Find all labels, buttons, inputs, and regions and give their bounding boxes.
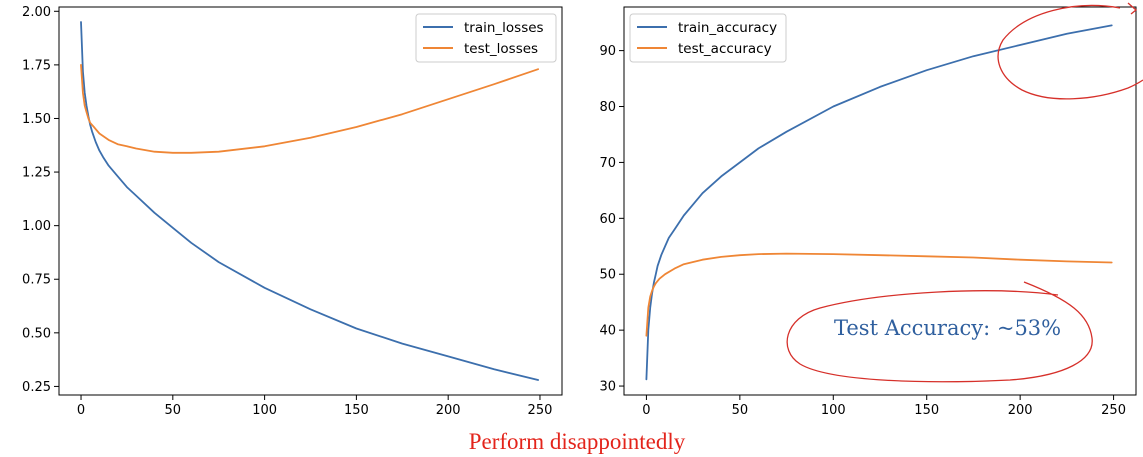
loss-y-tick-label: 0.25 [22, 380, 51, 395]
accuracy-y-tick-label: 90 [599, 44, 616, 59]
test-accuracy-line [645, 252, 1113, 337]
train-losses-line [80, 21, 539, 381]
loss-y-tick-label: 1.25 [22, 166, 51, 181]
accuracy-y-tick-label: 70 [599, 156, 616, 171]
test-losses-line [80, 64, 539, 154]
loss-y-tick-label: 2.00 [22, 5, 51, 20]
legend-label-test-accuracy: test_accuracy [678, 41, 772, 57]
legend-label-test-losses: test_losses [464, 41, 538, 57]
accuracy-x-tick-label: 150 [914, 403, 939, 418]
test-accuracy-annotation: Test Accuracy: ~53% [834, 316, 1061, 340]
accuracy-chart: 0 50 100 150 200 250 30 40 50 60 70 80 90 train_accu… [599, 6, 1137, 418]
loss-x-tick-label: 200 [436, 403, 461, 418]
accuracy-x-tick-label: 200 [1008, 403, 1033, 418]
accuracy-chart-legend: train_accuracy test_accuracy [629, 13, 787, 63]
accuracy-y-tick-label: 40 [599, 324, 616, 339]
loss-x-tick-label: 0 [77, 403, 85, 418]
hand-annotations: Test Accuracy: ~53% Perform disappointed… [469, 2, 1143, 454]
loss-chart-lines [80, 21, 539, 381]
accuracy-y-tick-label: 30 [599, 380, 616, 395]
train-accuracy-line [645, 24, 1113, 381]
legend-label-train-losses: train_losses [464, 20, 544, 36]
accuracy-y-tick-label: 50 [599, 268, 616, 283]
loss-x-tick-label: 50 [165, 403, 182, 418]
accuracy-x-tick-label: 0 [642, 403, 650, 418]
loss-y-tick-label: 1.00 [22, 219, 51, 234]
accuracy-chart-ticks: 0 50 100 150 200 250 30 40 50 60 70 80 90 [599, 44, 1126, 418]
accuracy-legend-box [629, 13, 787, 63]
figure-caption: Perform disappointedly [469, 429, 686, 454]
accuracy-chart-lines [645, 24, 1113, 381]
accuracy-x-tick-label: 250 [1101, 403, 1126, 418]
loss-x-tick-label: 150 [344, 403, 369, 418]
accuracy-x-tick-label: 50 [732, 403, 749, 418]
loss-y-tick-label: 1.75 [22, 58, 51, 73]
loss-chart-ticks: 0 50 100 150 200 250 0.25 0.50 0.75 1.00 1.25 1.50 1… [22, 5, 552, 418]
top-right-annotation-circle [997, 4, 1143, 100]
legend-label-train-accuracy: train_accuracy [678, 20, 777, 36]
accuracy-y-tick-label: 60 [599, 212, 616, 227]
loss-y-tick-label: 1.50 [22, 112, 51, 127]
loss-chart-frame [58, 6, 563, 396]
top-right-annotation-tick [1127, 2, 1138, 15]
loss-y-tick-label: 0.50 [22, 326, 51, 341]
accuracy-chart-frame [623, 6, 1137, 396]
loss-y-tick-label: 0.75 [22, 273, 51, 288]
accuracy-x-tick-label: 100 [821, 403, 846, 418]
accuracy-y-tick-label: 80 [599, 100, 616, 115]
loss-x-tick-label: 250 [528, 403, 553, 418]
test-accuracy-annotation-circle [786, 281, 1093, 383]
loss-chart-legend: train_losses test_losses [415, 13, 557, 63]
loss-x-tick-label: 100 [252, 403, 277, 418]
loss-chart: 0 50 100 150 200 250 0.25 0.50 0.75 1.00 1.25 1.50 1… [22, 5, 563, 418]
